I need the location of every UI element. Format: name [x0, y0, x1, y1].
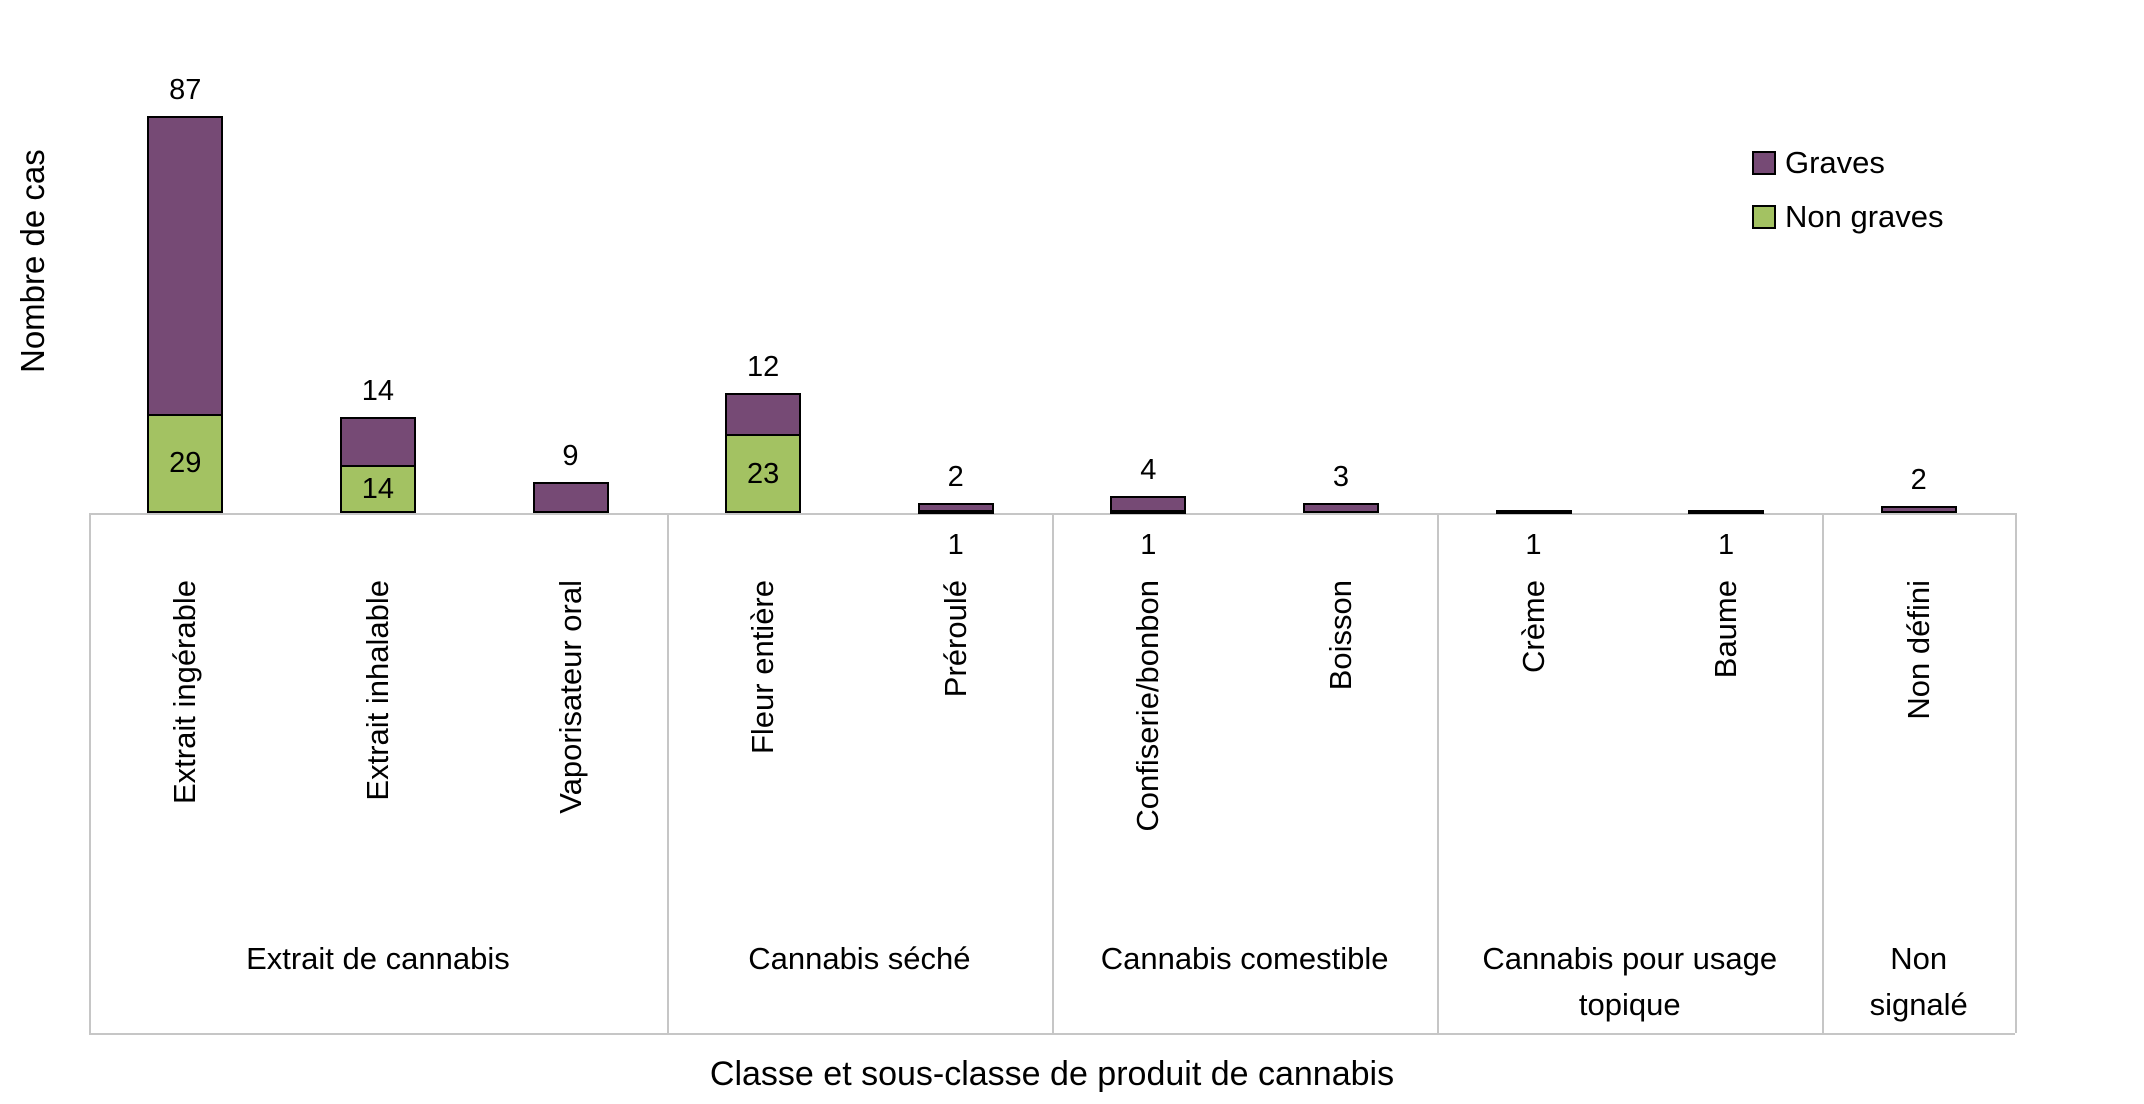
group-label: Cannabis comestible	[1100, 941, 1389, 976]
x-tick-label: Confiserie/bonbon	[1130, 580, 1166, 832]
group-divider	[666, 513, 669, 1033]
group-label: Cannabis pour usage topique	[1482, 941, 1778, 1022]
x-tick-label: Extrait inhalable	[359, 580, 395, 801]
bar-segment-graves	[917, 502, 994, 512]
x-tick-label: Non défini	[1900, 580, 1936, 720]
x-tick-label: Fleur entière	[745, 580, 781, 755]
bar-value-graves: 2	[1910, 464, 1927, 497]
bar-segment-graves	[725, 393, 802, 437]
bar-segment-non-graves	[1688, 509, 1765, 514]
x-tick-label: Vaporisateur oral	[552, 580, 588, 814]
bar-segment-graves	[1302, 502, 1379, 513]
bar-value-graves: 3	[1332, 460, 1349, 493]
bar-value-graves: 9	[562, 440, 579, 473]
bar-value-non-graves: 1	[947, 529, 964, 561]
group-divider	[1822, 513, 1825, 1033]
group-label: Cannabis séché	[748, 941, 971, 976]
bar-segment-graves	[1880, 506, 1957, 513]
x-tick-label: Baume	[1708, 580, 1744, 679]
category-bottom-line	[89, 1033, 2015, 1035]
legend-item: Non graves	[1752, 190, 1944, 244]
legend-label: Non graves	[1785, 199, 1944, 234]
bar-value-non-graves: 23	[746, 457, 780, 490]
bar-value-non-graves: 1	[1525, 529, 1542, 561]
group-divider	[2015, 513, 2017, 1033]
x-tick-label: Préroulé	[937, 580, 973, 698]
group-label: Extrait de cannabis	[246, 941, 510, 976]
bar-value-non-graves: 14	[361, 473, 395, 506]
group-divider	[1437, 513, 1440, 1033]
legend: Graves Non graves	[1752, 136, 1944, 244]
group-label: Non signalé	[1869, 941, 1968, 1022]
x-tick-label: Extrait ingérable	[167, 580, 203, 805]
bar-value-graves: 4	[1140, 453, 1157, 486]
legend-swatch-non-graves	[1752, 205, 1776, 229]
bar-segment-graves	[339, 417, 416, 468]
x-tick-label: Boisson	[1322, 580, 1358, 691]
x-tick-label: Crème	[1515, 580, 1551, 674]
group-divider	[89, 513, 91, 1033]
legend-item: Graves	[1752, 136, 1944, 190]
bar-value-non-graves: 29	[169, 447, 202, 480]
group-divider	[1052, 513, 1054, 1033]
x-axis-title: Classe et sous-classe de produit de cann…	[709, 1055, 1395, 1093]
bar-segment-graves	[532, 482, 609, 513]
bar-value-graves: 87	[169, 74, 202, 106]
bar-value-graves: 2	[947, 460, 964, 493]
legend-swatch-graves	[1752, 151, 1776, 175]
bar-segment-graves	[1110, 495, 1187, 512]
bar-segment-non-graves	[1495, 509, 1572, 514]
bar-value-graves: 14	[361, 375, 395, 408]
bar-value-non-graves: 1	[1140, 529, 1157, 561]
bar-value-non-graves: 1	[1718, 529, 1735, 561]
bar-segment-non-graves	[147, 413, 224, 513]
bar-segment-graves	[147, 116, 224, 416]
bar-value-graves: 12	[746, 351, 780, 384]
legend-label: Graves	[1785, 145, 1885, 180]
